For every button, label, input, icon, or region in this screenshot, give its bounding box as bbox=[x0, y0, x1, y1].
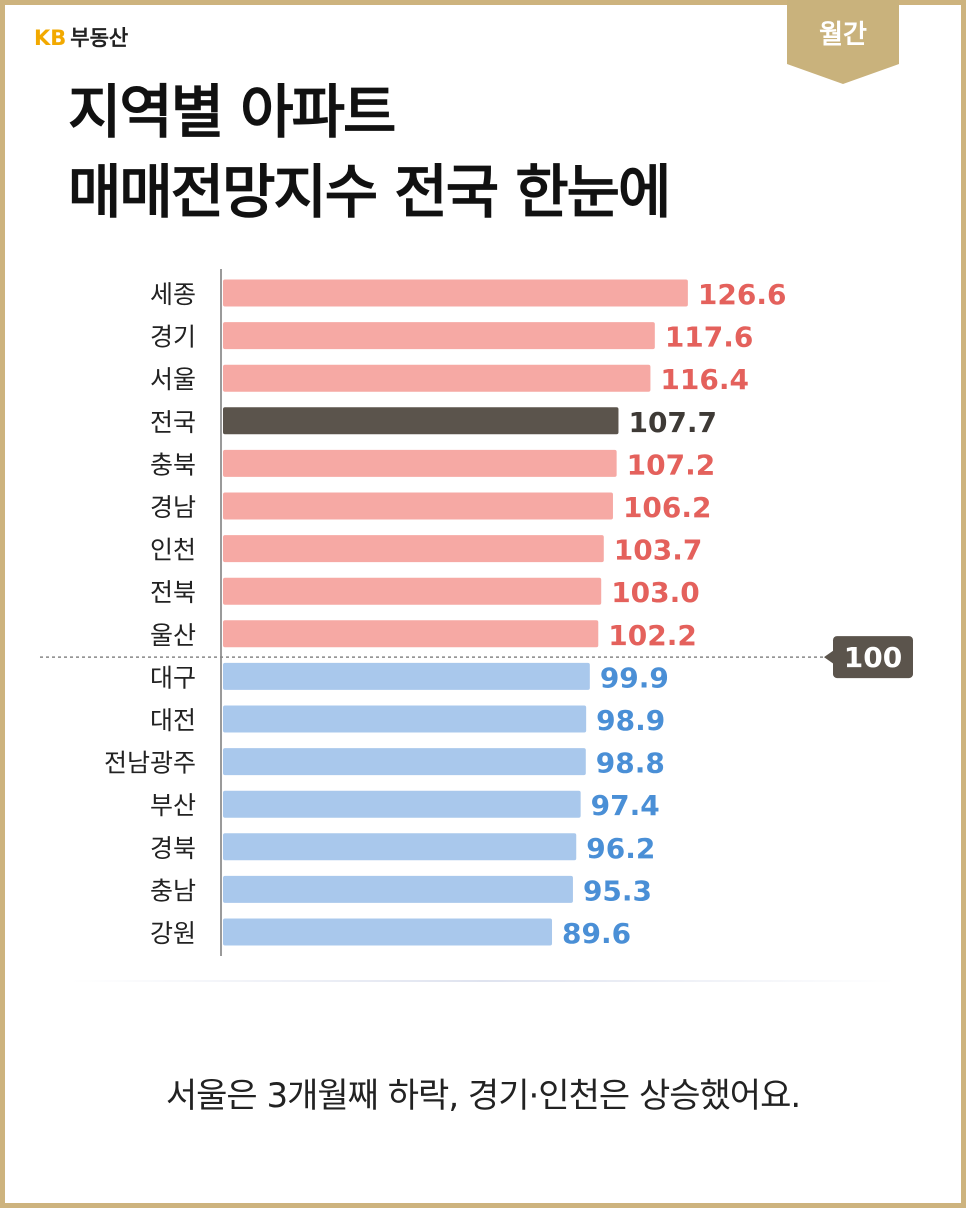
divider bbox=[70, 980, 896, 982]
bar bbox=[223, 662, 590, 690]
value-label: 126.6 bbox=[698, 278, 787, 311]
chart-caption: 서울은 3개월째 하락, 경기·인천은 상승했어요. bbox=[165, 1076, 801, 1116]
category-label: 부산 bbox=[150, 791, 196, 820]
category-label: 경기 bbox=[150, 323, 196, 352]
value-label: 103.7 bbox=[614, 534, 703, 567]
bar bbox=[223, 875, 573, 903]
bar bbox=[223, 705, 587, 733]
category-label: 경북 bbox=[150, 834, 196, 863]
category-label: 충남 bbox=[150, 876, 196, 905]
category-label: 인천 bbox=[150, 536, 196, 565]
category-label: 전남광주 bbox=[104, 749, 196, 778]
value-label: 107.7 bbox=[628, 406, 717, 439]
value-label: 96.2 bbox=[586, 832, 655, 865]
value-label: 89.6 bbox=[562, 917, 631, 950]
monthly-badge-shape bbox=[787, 0, 899, 84]
bar bbox=[223, 833, 577, 861]
value-label: 102.2 bbox=[608, 619, 697, 652]
value-label: 98.9 bbox=[596, 704, 665, 737]
category-label: 세종 bbox=[150, 280, 196, 309]
value-label: 116.4 bbox=[660, 363, 749, 396]
bar bbox=[223, 790, 581, 818]
value-label: 103.0 bbox=[611, 576, 700, 609]
title-line-1: 지역별 아파트 bbox=[68, 78, 396, 146]
bar bbox=[223, 492, 613, 520]
value-label: 117.6 bbox=[665, 321, 754, 354]
category-label: 충북 bbox=[150, 450, 196, 479]
category-label: 전북 bbox=[150, 578, 196, 607]
bar bbox=[223, 577, 602, 605]
bar bbox=[223, 449, 617, 477]
reference-badge-pointer bbox=[824, 650, 834, 665]
category-label: 대구 bbox=[150, 663, 196, 692]
category-label: 서울 bbox=[150, 365, 196, 394]
bar bbox=[223, 279, 688, 307]
bar bbox=[223, 322, 655, 350]
bar bbox=[223, 918, 553, 946]
brand-kb: KB bbox=[34, 26, 67, 50]
value-label: 97.4 bbox=[591, 789, 660, 822]
value-label: 99.9 bbox=[600, 661, 669, 694]
reference-badge bbox=[833, 636, 913, 679]
category-label: 대전 bbox=[150, 706, 196, 735]
brand-name: 부동산 bbox=[70, 26, 129, 50]
value-label: 98.8 bbox=[596, 747, 665, 780]
category-label: 울산 bbox=[150, 621, 196, 650]
category-label: 경남 bbox=[150, 493, 196, 522]
reference-label: 100 bbox=[844, 641, 902, 674]
title-line-2: 매매전망지수 전국 한눈에 bbox=[68, 158, 671, 226]
bar bbox=[223, 535, 604, 563]
value-label: 106.2 bbox=[623, 491, 712, 524]
value-label: 107.2 bbox=[627, 448, 716, 481]
value-label: 95.3 bbox=[583, 874, 652, 907]
monthly-badge-label: 월간 bbox=[819, 20, 867, 50]
bar bbox=[223, 620, 599, 648]
bar bbox=[223, 748, 586, 776]
category-label: 강원 bbox=[150, 919, 196, 948]
page-title: 지역별 아파트 매매전망지수 전국 한눈에 bbox=[68, 72, 671, 232]
bar bbox=[223, 364, 651, 392]
bar bbox=[223, 407, 619, 435]
category-label: 전국 bbox=[150, 408, 196, 437]
brand-logo: KB 부동산 bbox=[34, 22, 128, 52]
